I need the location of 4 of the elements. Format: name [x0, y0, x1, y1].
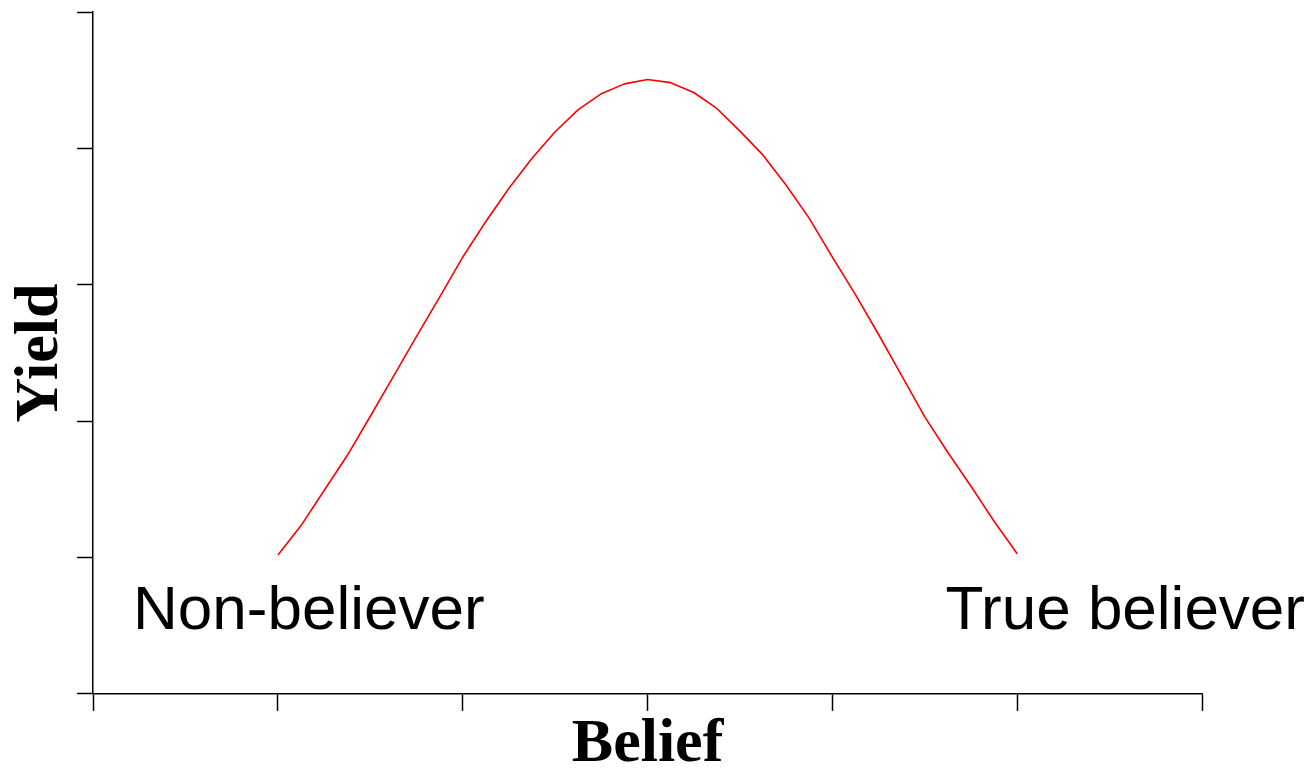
y-axis-title: Yield [1, 283, 70, 423]
x-axis-title: Belief [571, 706, 725, 775]
annotation: Non-believer [133, 572, 485, 642]
annotation: True believer [945, 572, 1305, 642]
